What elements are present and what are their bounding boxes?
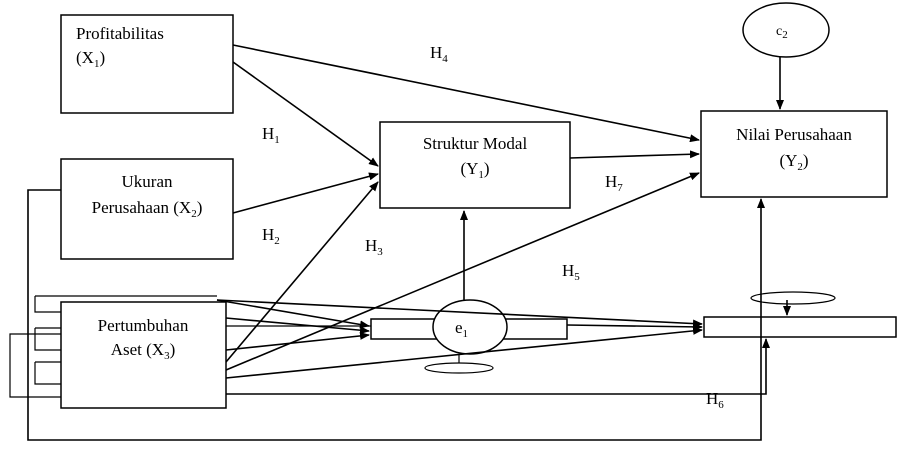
stub-box-2: [34, 328, 61, 351]
nilai-perusahaan-box: [700, 110, 888, 198]
e2-ellipse: [742, 2, 830, 58]
x2-label-name2: Perusahaan (X2): [92, 198, 203, 220]
h4-label: H4: [430, 43, 448, 65]
small-ellipse-bottom: [424, 362, 494, 374]
arrow-h7: [569, 150, 700, 159]
x2-label-name1: Ukuran: [122, 172, 173, 191]
stub-box-3: [34, 362, 61, 385]
arrow-h4: [232, 44, 700, 143]
x3-label-name2: Aset (X3): [111, 340, 176, 362]
e1-ellipse: [432, 299, 508, 355]
e2-label: c2: [776, 24, 788, 41]
moderation-bar: [703, 316, 897, 338]
arrow-x3-moderation: [225, 326, 703, 379]
h7-label: H7: [605, 172, 623, 194]
y2-label-var: (Y2): [779, 151, 808, 173]
h1-label: H1: [262, 124, 280, 146]
x1-label-var: (X1): [76, 48, 105, 70]
arrow-mediation-moderation: [566, 322, 703, 331]
arrow-h3: [225, 181, 379, 363]
arrow-h1: [232, 61, 379, 167]
y1-label-name: Struktur Modal: [423, 134, 528, 153]
arrow-x3-mediation-b: [225, 331, 370, 351]
e1-label: e1: [455, 318, 468, 340]
struktur-modal-box: [379, 121, 571, 209]
h6-label: H6: [706, 389, 724, 411]
profitabilitas-box: [60, 14, 234, 114]
arrow-stub1-moderation: [216, 299, 703, 328]
x1-label-name: Profitabilitas: [76, 24, 164, 43]
h2-label: H2: [262, 225, 280, 247]
stub-box-1: [34, 296, 61, 313]
arrow-x3-mediation-a: [225, 317, 370, 335]
h3-label: H3: [365, 236, 383, 258]
y2-label-name: Nilai Perusahaan: [736, 125, 852, 144]
arrow-h6: [226, 338, 770, 395]
outer-bracket: [9, 333, 61, 398]
x3-label-name1: Pertumbuhan: [98, 316, 189, 335]
h5-label: H5: [562, 261, 580, 283]
pertumbuhan-aset-box: [60, 301, 227, 409]
arrow-stub1-mediation: [216, 299, 370, 329]
y1-label-var: (Y1): [460, 159, 489, 181]
arrow-outer-loop: [27, 189, 765, 441]
small-ellipse-top: [750, 291, 836, 305]
arrow-h2: [232, 172, 379, 214]
arrow-h5: [225, 172, 700, 371]
ukuran-perusahaan-box: [60, 158, 234, 260]
